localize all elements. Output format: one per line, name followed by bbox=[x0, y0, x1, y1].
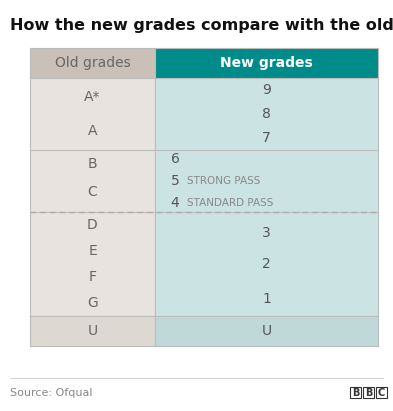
Text: B: B bbox=[88, 157, 97, 171]
Text: B: B bbox=[365, 388, 372, 397]
Bar bbox=[155, 212, 378, 316]
Text: U: U bbox=[261, 324, 272, 338]
Text: U: U bbox=[87, 324, 97, 338]
Bar bbox=[155, 316, 378, 346]
Bar bbox=[155, 78, 378, 150]
Bar bbox=[30, 78, 155, 150]
Text: Old grades: Old grades bbox=[55, 56, 130, 70]
Bar bbox=[350, 387, 361, 398]
Text: C: C bbox=[378, 388, 385, 397]
Text: G: G bbox=[87, 296, 98, 310]
Text: C: C bbox=[88, 185, 97, 199]
Text: B: B bbox=[352, 388, 359, 397]
Text: F: F bbox=[88, 270, 97, 284]
Text: STANDARD PASS: STANDARD PASS bbox=[187, 198, 274, 208]
Bar bbox=[363, 387, 374, 398]
Text: 5: 5 bbox=[171, 174, 179, 188]
Text: A: A bbox=[88, 124, 97, 138]
Bar bbox=[30, 150, 155, 212]
Text: New grades: New grades bbox=[220, 56, 313, 70]
Text: 9: 9 bbox=[262, 83, 271, 97]
Bar bbox=[376, 387, 387, 398]
Text: 7: 7 bbox=[262, 131, 271, 145]
Text: STRONG PASS: STRONG PASS bbox=[187, 176, 261, 186]
Text: 3: 3 bbox=[262, 226, 271, 240]
Bar bbox=[155, 150, 378, 212]
Text: 2: 2 bbox=[262, 257, 271, 271]
Text: 8: 8 bbox=[262, 107, 271, 121]
Text: A*: A* bbox=[84, 90, 101, 104]
Text: 6: 6 bbox=[171, 152, 180, 166]
Bar bbox=[30, 316, 155, 346]
Bar bbox=[155, 48, 378, 78]
Bar bbox=[30, 48, 155, 78]
Text: 1: 1 bbox=[262, 292, 271, 306]
Text: Source: Ofqual: Source: Ofqual bbox=[10, 388, 92, 398]
Text: D: D bbox=[87, 218, 98, 232]
Text: E: E bbox=[88, 244, 97, 258]
Bar bbox=[30, 212, 155, 316]
Text: How the new grades compare with the old ones: How the new grades compare with the old … bbox=[10, 18, 393, 33]
Text: 4: 4 bbox=[171, 196, 179, 210]
